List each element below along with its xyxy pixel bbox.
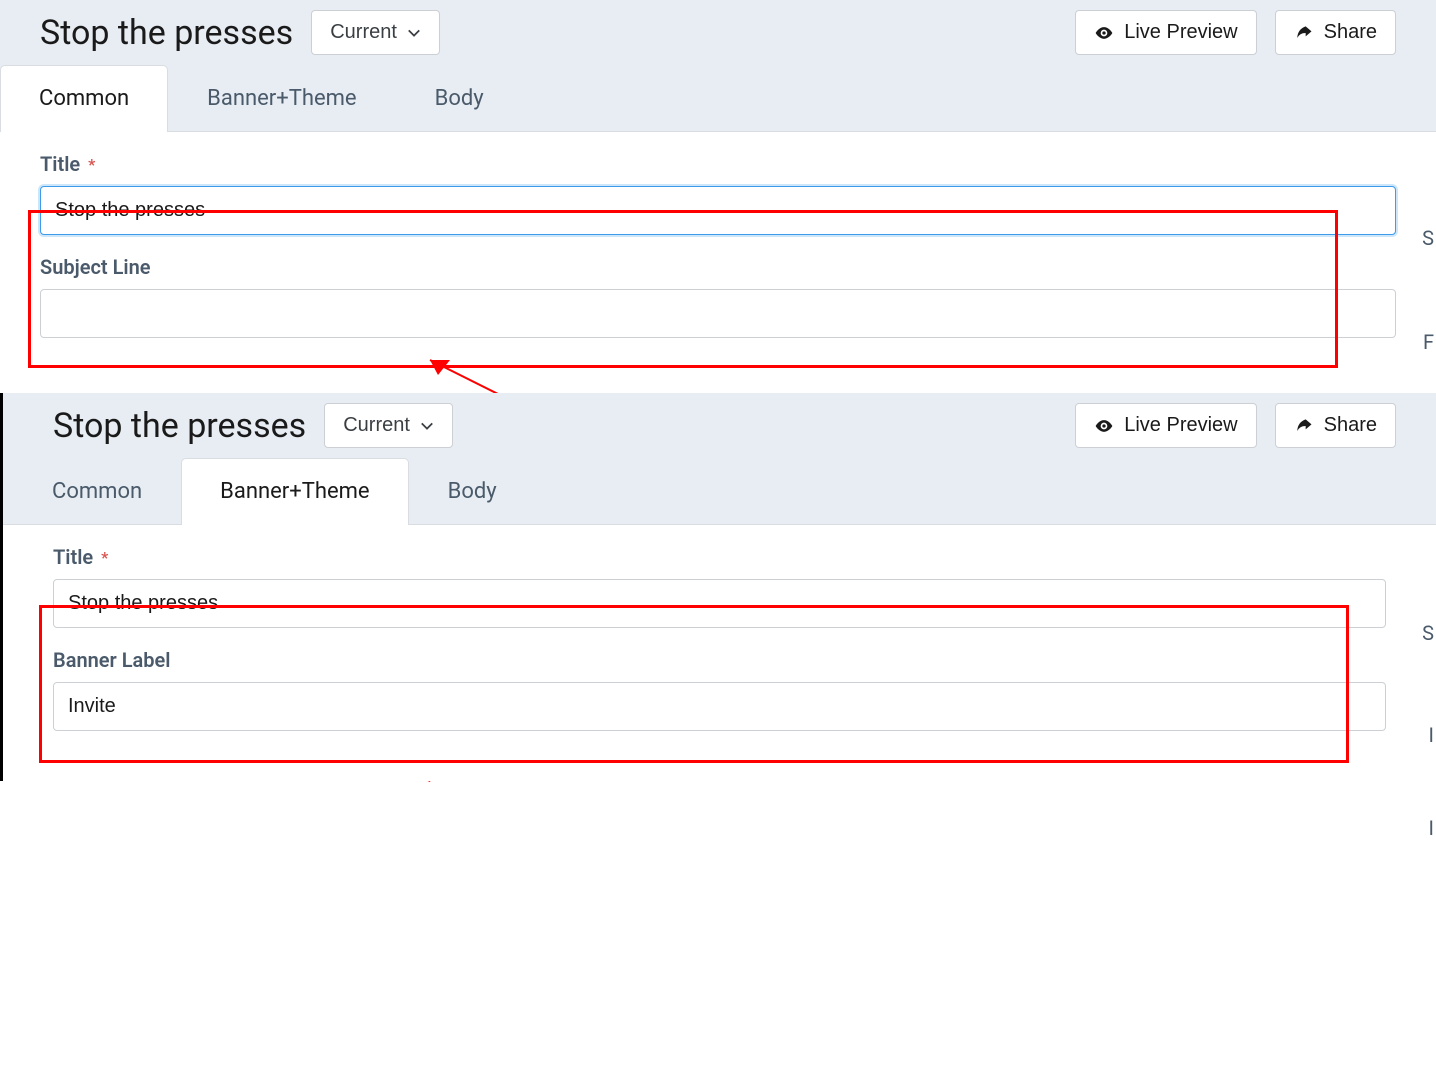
page-title: Stop the presses xyxy=(40,13,293,53)
side-letter: S xyxy=(1422,621,1434,645)
required-star-icon: * xyxy=(88,155,95,174)
required-star-icon: * xyxy=(101,548,108,567)
version-dropdown[interactable]: Current xyxy=(324,403,453,448)
live-preview-label: Live Preview xyxy=(1124,414,1237,437)
banner-label-field-group: Banner Label xyxy=(53,648,1386,731)
subject-field-group: Subject Line xyxy=(40,255,1396,338)
header-bar: Stop the presses Current Live Preview Sh… xyxy=(0,0,1436,65)
tab-banner-theme[interactable]: Banner+Theme xyxy=(168,65,395,131)
live-preview-button[interactable]: Live Preview xyxy=(1075,403,1256,448)
tab-common[interactable]: Common xyxy=(0,65,168,132)
side-letter: I xyxy=(1429,816,1434,840)
panel-common-tab: Stop the presses Current Live Preview Sh… xyxy=(0,0,1436,388)
tab-common[interactable]: Common xyxy=(13,458,181,524)
content-area: Title * Subject Line xyxy=(0,132,1436,388)
title-input[interactable] xyxy=(53,579,1386,628)
title-label-text: Title xyxy=(40,152,80,176)
title-label: Title * xyxy=(40,152,1396,176)
side-letter: I xyxy=(1429,723,1434,747)
share-icon xyxy=(1294,416,1314,436)
tab-banner-theme[interactable]: Banner+Theme xyxy=(181,458,408,525)
banner-label-input[interactable] xyxy=(53,682,1386,731)
share-icon xyxy=(1294,23,1314,43)
chevron-down-icon xyxy=(420,419,434,433)
live-preview-button[interactable]: Live Preview xyxy=(1075,10,1256,55)
title-field-group: Title * xyxy=(40,152,1396,235)
version-dropdown[interactable]: Current xyxy=(311,10,440,55)
share-label: Share xyxy=(1324,414,1377,437)
header-bar: Stop the presses Current Live Preview Sh… xyxy=(3,393,1436,458)
title-label-text: Title xyxy=(53,545,93,569)
banner-label-text: Banner Label xyxy=(53,648,170,672)
subject-label: Subject Line xyxy=(40,255,1396,279)
side-letter: S xyxy=(1422,226,1434,250)
side-letter: F xyxy=(1423,330,1434,354)
title-field-group: Title * xyxy=(53,545,1386,628)
subject-input[interactable] xyxy=(40,289,1396,338)
subject-label-text: Subject Line xyxy=(40,255,151,279)
tab-body[interactable]: Body xyxy=(396,65,523,131)
version-dropdown-label: Current xyxy=(330,21,397,44)
eye-icon xyxy=(1094,416,1114,436)
share-label: Share xyxy=(1324,21,1377,44)
banner-label-label: Banner Label xyxy=(53,648,1386,672)
share-button[interactable]: Share xyxy=(1275,403,1396,448)
eye-icon xyxy=(1094,23,1114,43)
tab-body[interactable]: Body xyxy=(409,458,536,524)
live-preview-label: Live Preview xyxy=(1124,21,1237,44)
version-dropdown-label: Current xyxy=(343,414,410,437)
title-input[interactable] xyxy=(40,186,1396,235)
tab-row: Common Banner+Theme Body xyxy=(0,65,1436,132)
title-label: Title * xyxy=(53,545,1386,569)
chevron-down-icon xyxy=(407,26,421,40)
panel-banner-theme-tab: Stop the presses Current Live Preview Sh… xyxy=(0,393,1436,781)
share-button[interactable]: Share xyxy=(1275,10,1396,55)
content-area: Title * Banner Label xyxy=(3,525,1436,781)
page-title: Stop the presses xyxy=(53,406,306,446)
tab-row: Common Banner+Theme Body xyxy=(3,458,1436,525)
